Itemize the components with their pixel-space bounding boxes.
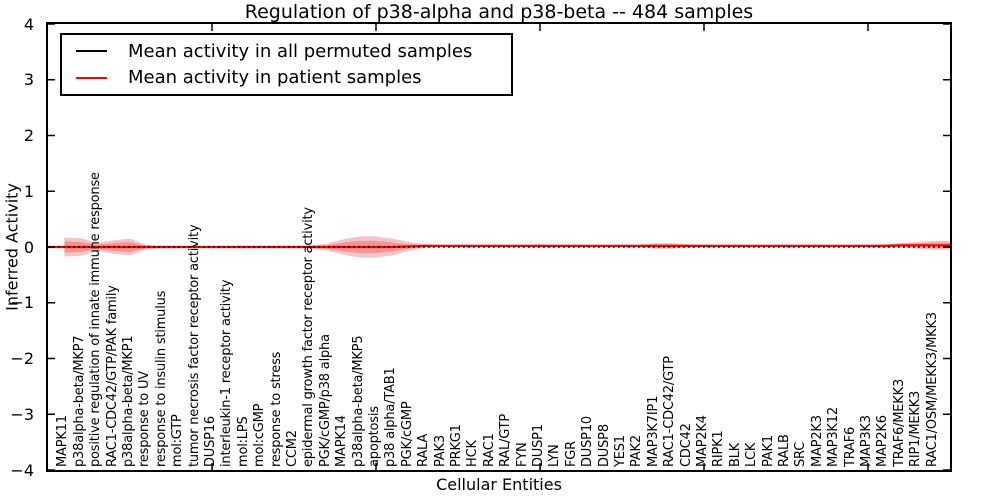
y-tick-label: −1	[10, 293, 34, 313]
y-tick-label: 2	[23, 126, 34, 145]
legend-line-patient	[76, 76, 107, 79]
legend-label-patient: Mean activity in patient samples	[128, 67, 422, 89]
legend-entry-permuted: Mean activity in all permuted samples	[62, 41, 511, 62]
x-axis-label: Cellular Entities	[436, 475, 562, 494]
plot-canvas	[48, 24, 950, 470]
y-tick-label: 1	[23, 181, 34, 201]
y-tick-label: −4	[10, 460, 34, 480]
chart-title: Regulation of p38-alpha and p38-beta -- …	[244, 1, 754, 23]
y-tick-label: −2	[10, 349, 34, 368]
y-tick-label: −3	[10, 404, 34, 424]
plot-area	[46, 22, 952, 472]
legend: Mean activity in all permuted samples Me…	[60, 33, 513, 96]
y-tick-label: 0	[23, 237, 34, 257]
legend-entry-patient: Mean activity in patient samples	[62, 67, 511, 88]
legend-label-permuted: Mean activity in all permuted samples	[128, 40, 473, 62]
y-tick-labels: 4 3 2 1 0 −1 −2 −3 −4	[0, 15, 42, 480]
y-tick-label: 4	[23, 14, 34, 34]
legend-line-permuted	[76, 50, 107, 53]
patient-band-outer	[64, 236, 950, 258]
y-tick-label: 3	[23, 70, 34, 90]
